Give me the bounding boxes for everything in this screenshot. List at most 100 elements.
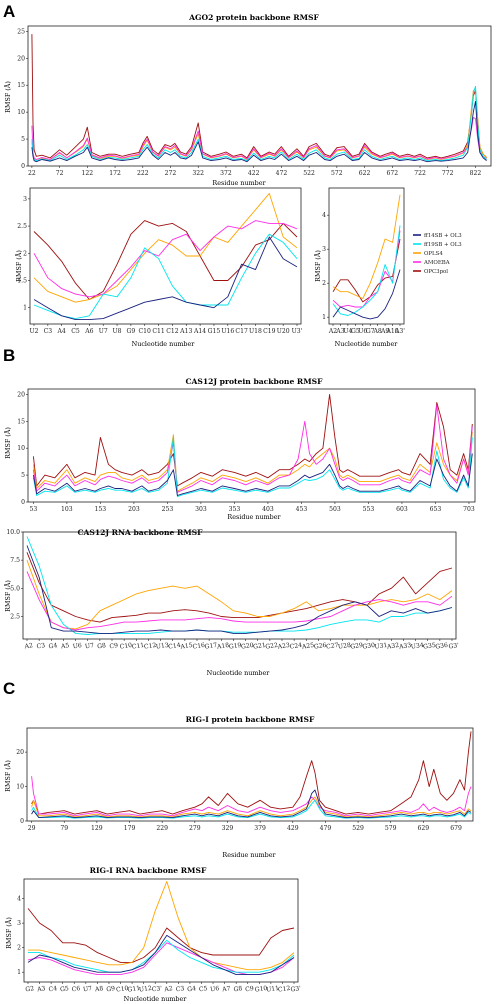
y-tick-label: 25 <box>17 28 25 35</box>
x-tick-label: U6 <box>358 328 367 335</box>
y-tick-label: 10 <box>17 109 25 116</box>
x-tick-label: C5 <box>199 985 209 993</box>
x-tick-label: A8 <box>94 985 104 993</box>
x-tick-label: C27 <box>326 642 339 651</box>
series-line-opc3pol <box>33 220 298 300</box>
x-tick-label: G35 <box>423 642 437 651</box>
x-tick-label: 772 <box>442 170 454 177</box>
x-tick-label: G9 <box>127 328 136 335</box>
x-tick-label: A9 <box>380 328 389 335</box>
x-tick-label: U18 <box>249 328 262 335</box>
y-tick-label: 2 <box>322 280 326 287</box>
plot-frame <box>29 187 302 325</box>
series-line-ff14sb-ol3 <box>31 789 472 819</box>
x-tick-label: U20 <box>277 328 290 335</box>
y-tick-label: 1 <box>322 314 326 321</box>
y-tick-label: 4 <box>322 212 326 219</box>
x-tick-label: U7 <box>83 985 93 993</box>
rigi-rna-ylabel: RMSF (Å) <box>4 917 13 949</box>
y-tick-label: 2 <box>23 250 27 257</box>
x-tick-label: 122 <box>82 170 94 177</box>
panel-letter-a: A <box>3 2 15 21</box>
x-tick-label: C9 <box>245 985 255 993</box>
x-tick-label: G22 <box>265 642 279 651</box>
rigi-protein-title: RIG-I protein backbone RMSF <box>186 715 315 724</box>
x-tick-label: 579 <box>385 825 397 832</box>
x-tick-label: G10 <box>254 985 268 994</box>
plot-frame <box>27 25 492 167</box>
cas12j-protein-xlabel: Residue number <box>227 513 281 521</box>
x-tick-label: 479 <box>320 825 332 832</box>
x-tick-label: 622 <box>359 170 371 177</box>
rigi-rna-xlabel: Nucleotide number <box>124 995 188 1003</box>
x-tick-label: C4 <box>48 985 58 993</box>
ago2-rna-right-xlabel: Nucleotide number <box>335 340 399 348</box>
series-line-ff14sb-ol3 <box>26 545 453 634</box>
x-tick-label: 472 <box>276 170 288 177</box>
series-line-amoeba <box>26 571 453 631</box>
x-tick-label: G4 <box>187 985 197 993</box>
x-tick-label: A10 <box>385 328 398 335</box>
x-tick-label: U6 <box>72 642 82 650</box>
ago2-protein-ylabel: RMSF (Å) <box>3 81 12 113</box>
y-tick-label: 10.0 <box>6 529 20 536</box>
cas12j-rna-ylabel: RMSF (Å) <box>3 580 12 612</box>
panel-titles: AGO2 protein backbone RMSF CAS12J protei… <box>77 13 323 875</box>
x-tick-label: 503 <box>329 506 341 513</box>
x-tick-label: 153 <box>95 506 107 513</box>
x-tick-label: 222 <box>137 170 149 177</box>
x-tick-label: C9 <box>109 642 119 650</box>
x-tick-label: G11 <box>127 985 141 994</box>
x-tick-label: G4 <box>48 642 58 650</box>
x-tick-label: G5 <box>351 328 360 335</box>
x-tick-label: C12 <box>144 642 157 651</box>
x-tick-label: U6 <box>210 985 220 993</box>
x-tick-label: C17 <box>235 328 248 335</box>
x-tick-label: C10 <box>116 985 129 994</box>
rigi-rna-title: RIG-I RNA backbone RMSF <box>90 866 207 875</box>
x-tick-label: G9 <box>106 985 116 993</box>
x-tick-label: G29 <box>350 642 364 651</box>
ago2-rna-right-ylabel: RMSF (Å) <box>313 250 322 282</box>
x-tick-label: A2 <box>163 985 173 993</box>
x-tick-label: A2 <box>328 328 337 335</box>
series-line-ff14sb-ol3 <box>27 934 295 976</box>
x-tick-label: C3' <box>151 985 162 993</box>
x-tick-label: G8 <box>233 985 243 993</box>
x-tick-label: 653 <box>430 506 442 513</box>
x-tick-label: C3 <box>44 328 53 335</box>
x-tick-label: A7 <box>221 985 231 993</box>
series-line-opc3pol <box>332 238 401 303</box>
rigi-protein-xlabel: Residue number <box>222 851 276 859</box>
series-line-opc3pol <box>32 393 473 487</box>
x-tick-label: C6 <box>71 985 81 993</box>
x-tick-label: A2 <box>23 642 33 650</box>
x-tick-label: G2 <box>25 985 35 993</box>
x-tick-label: U7 <box>85 642 95 650</box>
y-tick-label: 20 <box>17 391 25 398</box>
x-tick-label: A32 <box>386 642 400 651</box>
x-tick-label: A23 <box>276 642 290 651</box>
x-tick-label: 272 <box>165 170 177 177</box>
x-tick-label: 679 <box>450 825 462 832</box>
series-line-ff19sb-ol3 <box>26 536 453 635</box>
x-tick-label: 29 <box>28 825 36 832</box>
series-line-amoeba <box>332 230 401 308</box>
series-line-ff19sb-ol3 <box>32 436 473 498</box>
x-tick-label: 422 <box>248 170 260 177</box>
x-tick-label: U12 <box>139 985 153 994</box>
y-tick-label: 15 <box>17 82 25 89</box>
x-tick-label: 53 <box>29 506 37 513</box>
x-tick-label: 429 <box>287 825 299 832</box>
x-tick-label: C10 <box>139 328 152 335</box>
cas12j-protein-title: CAS12J protein backbone RMSF <box>185 377 323 386</box>
x-tick-label: C19 <box>263 328 276 335</box>
series-line-amoeba <box>33 220 298 298</box>
x-tick-label: 353 <box>229 506 241 513</box>
y-tick-label: 10 <box>16 784 24 791</box>
rigi-protein-ylabel: RMSF (Å) <box>3 760 12 792</box>
series-line-ff14sb-ol3 <box>31 100 487 163</box>
x-tick-label: 279 <box>189 825 201 832</box>
